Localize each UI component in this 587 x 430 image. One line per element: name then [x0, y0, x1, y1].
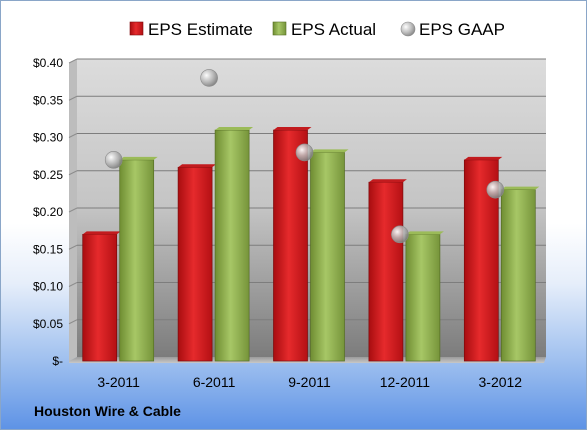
bar-eps-estimate	[273, 129, 308, 362]
y-tick-label: $0.30	[33, 131, 63, 145]
x-tick-label: 3-2011	[97, 374, 140, 390]
legend-swatch-eps-estimate	[129, 21, 144, 36]
x-tick-label: 3-2012	[479, 374, 523, 390]
bar-top	[501, 186, 540, 190]
bar-eps-estimate	[82, 234, 118, 362]
bar-top	[310, 149, 349, 153]
x-tick-label: 9-2011	[288, 374, 331, 390]
gridline-side	[68, 282, 78, 287]
bar-eps-actual	[214, 129, 250, 362]
legend-label: EPS Estimate	[148, 20, 253, 39]
bar-top	[273, 127, 312, 131]
company-name: Houston Wire & Cable	[34, 403, 181, 419]
bar-top	[178, 164, 217, 168]
bar-eps-actual	[500, 189, 536, 362]
bar-eps-actual	[310, 152, 345, 362]
y-tick-label: $0.35	[33, 93, 63, 107]
gridline-side	[68, 58, 78, 64]
y-tick-label: $0.05	[33, 317, 63, 331]
legend-swatch-eps-gaap	[400, 21, 416, 37]
y-tick-label: $0.25	[33, 168, 63, 182]
legend-label: EPS Actual	[291, 20, 376, 39]
point-eps-gaap	[295, 143, 314, 162]
x-tick-label: 6-2011	[193, 374, 236, 390]
bar-top	[215, 127, 254, 131]
y-tick-label: $0.40	[33, 56, 63, 70]
gridline-side	[68, 207, 78, 213]
gridline-side	[68, 170, 78, 176]
gridline-side	[68, 133, 78, 138]
bar-top	[368, 179, 407, 183]
bar-eps-actual	[405, 234, 441, 362]
bar-top	[464, 156, 503, 160]
bar-top	[119, 156, 158, 160]
bar-top	[82, 231, 121, 235]
gridline-side	[68, 95, 78, 101]
point-eps-gaap	[391, 225, 409, 244]
x-tick-label: 12-2011	[380, 374, 431, 390]
bar-eps-actual	[119, 159, 155, 362]
bar-eps-estimate	[177, 166, 213, 362]
legend-swatch-eps-actual	[272, 21, 287, 36]
bar-eps-estimate	[368, 181, 404, 362]
y-tick-label: $0.15	[33, 242, 63, 256]
point-eps-gaap	[104, 151, 123, 169]
gridline-side	[68, 319, 78, 325]
y-tick-label: $0.20	[33, 205, 63, 219]
bar-top	[405, 231, 444, 235]
point-eps-gaap	[486, 180, 505, 199]
gridline-side	[68, 244, 78, 250]
point-eps-gaap	[200, 69, 218, 87]
legend-label: EPS GAAP	[419, 20, 505, 39]
y-tick-label: $-	[52, 354, 63, 368]
y-tick-label: $0.10	[33, 280, 63, 294]
